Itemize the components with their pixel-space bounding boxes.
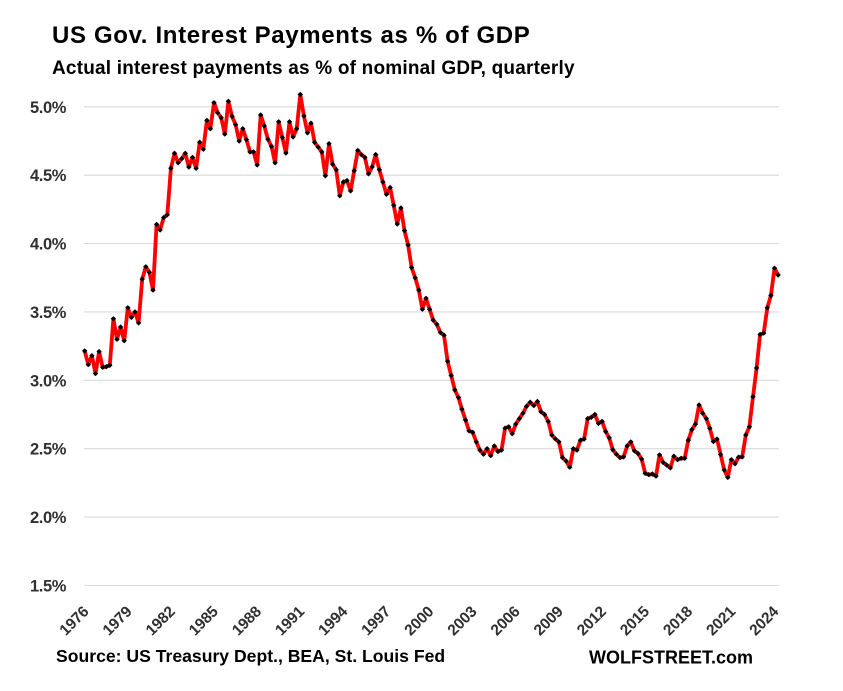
- svg-text:1.5%: 1.5%: [30, 578, 67, 596]
- svg-text:3.0%: 3.0%: [30, 372, 67, 390]
- svg-text:Source: US Treasury Dept., BEA: Source: US Treasury Dept., BEA, St. Loui…: [56, 646, 445, 666]
- svg-text:2.0%: 2.0%: [30, 509, 67, 527]
- svg-text:WOLFSTREET.com: WOLFSTREET.com: [589, 648, 753, 668]
- svg-text:5.0%: 5.0%: [30, 99, 67, 117]
- svg-text:Actual interest payments as %: Actual interest payments as % of nominal…: [52, 58, 575, 79]
- svg-text:4.5%: 4.5%: [30, 167, 67, 185]
- svg-text:US Gov. Interest Payments as %: US Gov. Interest Payments as % of GDP: [52, 22, 530, 49]
- svg-text:4.0%: 4.0%: [30, 236, 67, 254]
- svg-text:3.5%: 3.5%: [30, 304, 67, 322]
- svg-text:2.5%: 2.5%: [30, 441, 67, 459]
